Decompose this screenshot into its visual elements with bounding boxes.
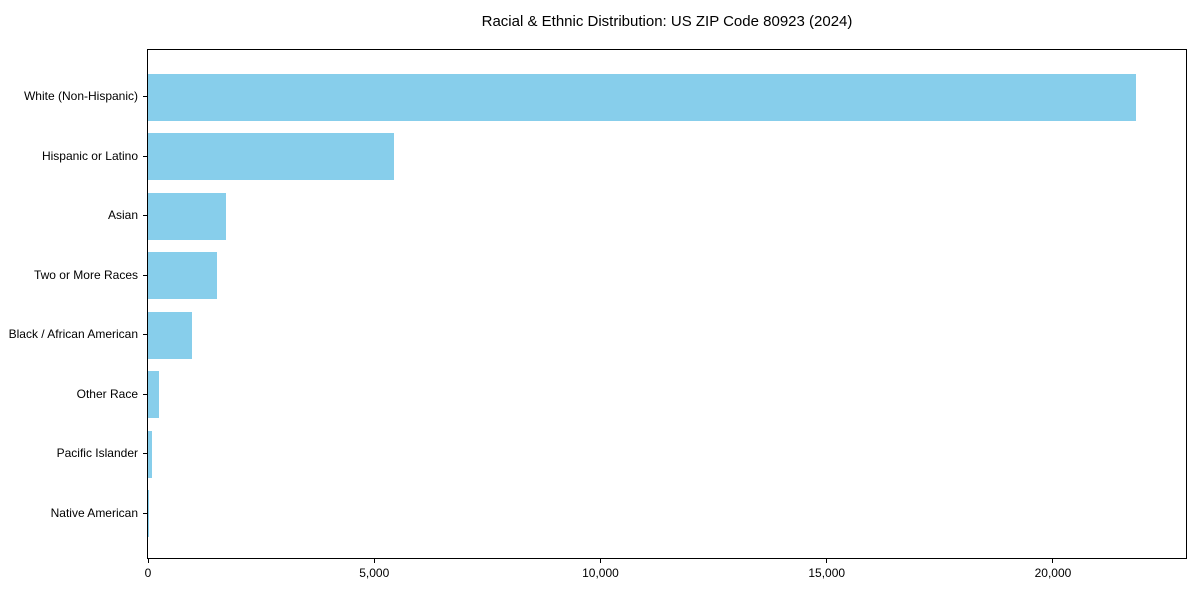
y-tick-mark <box>143 274 148 276</box>
x-tick-mark <box>826 559 828 563</box>
y-tick-mark <box>143 215 148 216</box>
y-tick-mark <box>143 96 148 97</box>
y-tick-label: Pacific Islander <box>56 446 138 460</box>
y-tick-mark <box>143 512 148 514</box>
bar <box>148 371 159 418</box>
bar <box>148 490 149 537</box>
bar <box>148 133 395 180</box>
y-tick-label: Other Race <box>76 386 138 401</box>
y-tick-mark <box>143 155 148 157</box>
bar <box>148 192 226 240</box>
y-tick-mark <box>143 393 148 395</box>
x-tick-mark <box>1052 559 1054 563</box>
y-tick-label: Black / African American <box>8 327 138 341</box>
y-tick-mark <box>143 453 148 454</box>
y-tick-label: White (Non-Hispanic) <box>23 89 138 103</box>
x-tick-label: 0 <box>144 566 152 580</box>
bar <box>148 252 218 299</box>
x-tick-mark <box>599 559 601 563</box>
x-tick-mark <box>147 559 149 563</box>
x-tick-label: 10,000 <box>582 566 619 580</box>
bar <box>148 311 192 359</box>
y-tick-label: Native American <box>50 505 138 520</box>
plot-area <box>147 49 1187 559</box>
bar <box>148 430 153 478</box>
x-tick-label: 20,000 <box>1034 566 1072 580</box>
y-tick-mark <box>143 334 148 335</box>
x-tick-label: 15,000 <box>808 566 846 580</box>
x-tick-label: 5,000 <box>359 566 390 580</box>
x-tick-mark <box>373 559 375 563</box>
y-tick-label: Two or More Races <box>33 267 138 282</box>
y-tick-label: Asian <box>107 208 138 222</box>
bar <box>148 73 1136 121</box>
chart-title: Racial & Ethnic Distribution: US ZIP Cod… <box>481 13 853 30</box>
y-tick-label: Hispanic or Latino <box>41 148 138 163</box>
